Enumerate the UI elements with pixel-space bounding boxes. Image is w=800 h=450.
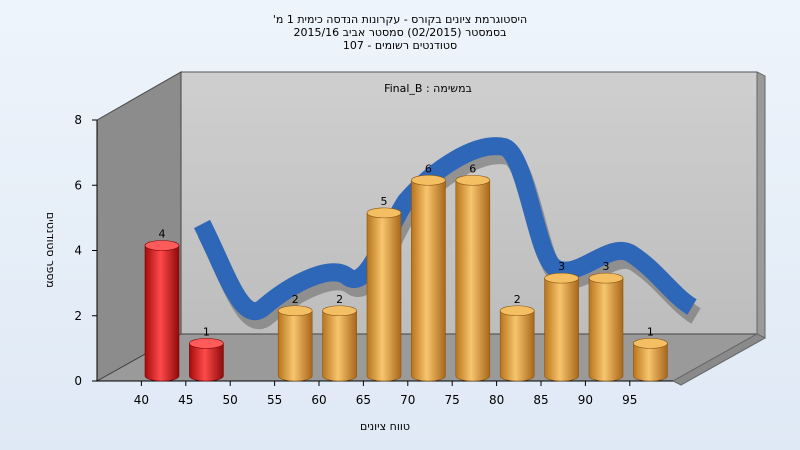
- y-ticks: 0 2 4 6 8: [74, 113, 97, 388]
- bar-body: [366, 212, 402, 382]
- bar-value-label: 6: [469, 162, 476, 175]
- x-tick-label: 50: [223, 393, 238, 407]
- bar-value-label: 4: [159, 228, 166, 241]
- x-tick-label: 85: [533, 393, 548, 407]
- y-tick-label: 2: [74, 309, 82, 323]
- bar-top: [189, 338, 224, 349]
- bar-top: [411, 174, 446, 186]
- bar-value-label: 1: [203, 325, 210, 338]
- y-tick-label: 0: [74, 374, 82, 388]
- bar: 2: [322, 293, 357, 382]
- bar: 4: [144, 228, 180, 382]
- bar-value-label: 3: [603, 260, 610, 273]
- y-tick-label: 6: [74, 178, 82, 192]
- bar-body: [411, 179, 446, 382]
- x-tick-label: 40: [134, 393, 149, 407]
- x-tick-label: 55: [267, 393, 282, 407]
- x-tick-label: 45: [178, 393, 193, 407]
- x-tick-label: 65: [356, 393, 371, 407]
- chart-subtitle: במשימה : Final_B: [384, 82, 472, 95]
- trend-curve-shadow: [197, 146, 701, 330]
- y-axis-label: מספר סטודנטים: [44, 212, 57, 288]
- bar-body: [322, 310, 357, 382]
- bar: 1: [189, 325, 224, 382]
- x-ticks: 40 45 50 55 60 65 70 75 80 85 90 95: [134, 381, 637, 407]
- bar-top: [455, 174, 491, 186]
- x-tick-label: 75: [445, 393, 460, 407]
- bar-top: [322, 305, 357, 317]
- bar: 1: [633, 325, 668, 382]
- x-tick-label: 80: [489, 393, 504, 407]
- bar-body: [544, 277, 579, 382]
- plot-floor-edge: [671, 333, 767, 386]
- bar-value-label: 2: [514, 293, 521, 306]
- y-tick-label: 8: [74, 113, 82, 127]
- bar-body: [189, 343, 224, 382]
- bar: 3: [588, 260, 624, 382]
- chart-title-line-2: בסמסטר (02/2015) סמסטר אביב 2015/16: [293, 26, 506, 39]
- bar: 3: [544, 260, 579, 382]
- bar-top: [499, 305, 535, 317]
- bar-top: [277, 305, 313, 317]
- bar-body: [499, 310, 535, 382]
- bar-body: [277, 310, 313, 382]
- plot-right-edge: [756, 71, 766, 339]
- bar-value-label: 2: [336, 293, 343, 306]
- bar: 6: [455, 162, 491, 382]
- x-tick-label: 70: [400, 393, 415, 407]
- bar-body: [588, 277, 624, 382]
- bar-top: [366, 207, 402, 219]
- bar-top: [633, 338, 668, 349]
- bar-value-label: 1: [647, 325, 654, 338]
- chart-title-line-1: היסטוגרמת ציונים בקורס - עקרונות הנדסה כ…: [273, 13, 527, 26]
- x-tick-label: 60: [311, 393, 326, 407]
- bar-body: [633, 343, 668, 382]
- bar: 2: [499, 293, 535, 382]
- bar-value-label: 6: [425, 162, 432, 175]
- bar: 6: [411, 162, 446, 382]
- y-tick-label: 4: [74, 244, 82, 258]
- bar-top: [588, 272, 624, 284]
- bars-layer: 4 1 2 2 5 6 6 2 3 3 1: [144, 162, 668, 382]
- bar-top: [144, 240, 180, 251]
- bar: 5: [366, 195, 402, 382]
- bar-value-label: 2: [292, 293, 299, 306]
- chart-title-line-3: סטודנטים רשומים - 107: [343, 39, 457, 52]
- bar-body: [455, 179, 491, 382]
- x-tick-label: 90: [578, 393, 593, 407]
- trend-curve: [193, 137, 697, 321]
- x-axis-label: טווח ציונים: [360, 420, 410, 433]
- bar: 2: [277, 293, 313, 382]
- x-tick-label: 95: [622, 393, 637, 407]
- bar-value-label: 3: [558, 260, 565, 273]
- bar-body: [144, 245, 180, 382]
- bar-value-label: 5: [381, 195, 388, 208]
- bar-top: [544, 272, 579, 284]
- trend-curve-layer: [193, 137, 701, 330]
